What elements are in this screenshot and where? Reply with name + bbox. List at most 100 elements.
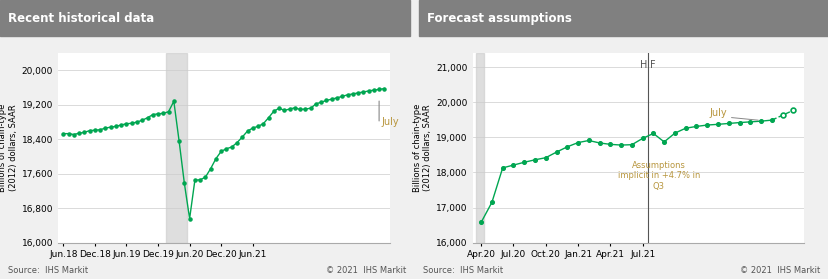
Point	[251, 124, 264, 129]
Point	[710, 122, 724, 127]
Point	[732, 120, 745, 125]
Point	[743, 120, 756, 124]
Text: H: H	[639, 60, 647, 70]
Bar	[166, 53, 187, 243]
Point	[378, 86, 391, 91]
Point	[83, 128, 96, 133]
Point	[209, 157, 222, 161]
Point	[262, 116, 275, 120]
Point	[235, 135, 248, 139]
Point	[721, 121, 734, 126]
Point	[230, 140, 243, 145]
Point	[603, 142, 616, 146]
Point	[527, 158, 541, 162]
Point	[367, 88, 380, 92]
Point	[104, 125, 117, 129]
Point	[517, 160, 530, 165]
Text: Assumptions
implicit in +4.7% in
Q3: Assumptions implicit in +4.7% in Q3	[617, 161, 699, 191]
Point	[362, 89, 375, 93]
Point	[346, 92, 359, 96]
Point	[193, 177, 206, 182]
Point	[72, 131, 85, 135]
Point	[136, 118, 149, 122]
Text: Forecast assumptions: Forecast assumptions	[426, 12, 571, 25]
Point	[120, 121, 133, 126]
Point	[156, 111, 170, 116]
Point	[356, 90, 369, 94]
Point	[214, 149, 228, 153]
Point	[484, 200, 498, 205]
Point	[657, 140, 670, 144]
Point	[204, 166, 217, 171]
Point	[495, 166, 508, 170]
Point	[225, 145, 238, 149]
Point	[304, 106, 317, 110]
Point	[199, 175, 212, 179]
Point	[298, 107, 311, 111]
Point	[506, 163, 519, 167]
Point	[288, 105, 301, 110]
Point	[141, 116, 154, 120]
Point	[775, 113, 788, 117]
Bar	[475, 53, 484, 243]
Point	[689, 124, 702, 129]
Point	[330, 96, 344, 100]
Text: July: July	[381, 117, 399, 127]
Point	[177, 181, 190, 186]
Point	[282, 107, 296, 111]
Point	[277, 108, 291, 113]
Point	[246, 126, 259, 130]
Point	[88, 128, 101, 133]
Point	[581, 138, 595, 143]
Point	[309, 102, 322, 106]
Point	[624, 143, 638, 147]
Point	[678, 126, 691, 130]
Point	[351, 91, 364, 95]
Text: July: July	[708, 108, 726, 118]
Point	[764, 118, 777, 122]
Point	[570, 140, 584, 145]
Point	[219, 146, 233, 151]
Point	[592, 141, 605, 145]
Text: Source:  IHS Markit: Source: IHS Markit	[8, 266, 89, 275]
Point	[125, 121, 138, 126]
Y-axis label: Billions of chain-type
(2012) dollars, SAAR: Billions of chain-type (2012) dollars, S…	[412, 104, 431, 192]
Point	[130, 120, 143, 124]
Point	[188, 178, 201, 182]
Point	[320, 98, 333, 103]
Point	[267, 109, 280, 114]
Point	[257, 121, 270, 126]
Point	[786, 108, 799, 112]
Point	[56, 131, 70, 136]
Y-axis label: Billions of chain-type
(2012) dollars, SAAR: Billions of chain-type (2012) dollars, S…	[0, 104, 17, 192]
Text: F: F	[648, 60, 654, 70]
Point	[474, 220, 487, 225]
Point	[272, 106, 286, 110]
Point	[325, 97, 338, 101]
Point	[635, 136, 648, 141]
Point	[94, 128, 107, 132]
Point	[549, 150, 562, 154]
Point	[99, 126, 112, 130]
Point	[183, 216, 196, 221]
Point	[161, 109, 175, 114]
Point	[340, 93, 354, 97]
Point	[314, 100, 327, 104]
Text: © 2021  IHS Markit: © 2021 IHS Markit	[325, 266, 406, 275]
Point	[167, 99, 181, 104]
Point	[78, 130, 91, 134]
Point	[538, 155, 551, 160]
Point	[667, 131, 681, 135]
Point	[114, 123, 128, 127]
Point	[109, 124, 123, 129]
Point	[146, 112, 159, 117]
Point	[700, 123, 713, 127]
Point	[372, 87, 385, 92]
Point	[67, 132, 80, 137]
Point	[172, 139, 185, 143]
Text: © 2021  IHS Markit: © 2021 IHS Markit	[739, 266, 820, 275]
Point	[335, 94, 349, 98]
Point	[293, 107, 306, 112]
Point	[62, 131, 75, 136]
Point	[646, 131, 659, 136]
